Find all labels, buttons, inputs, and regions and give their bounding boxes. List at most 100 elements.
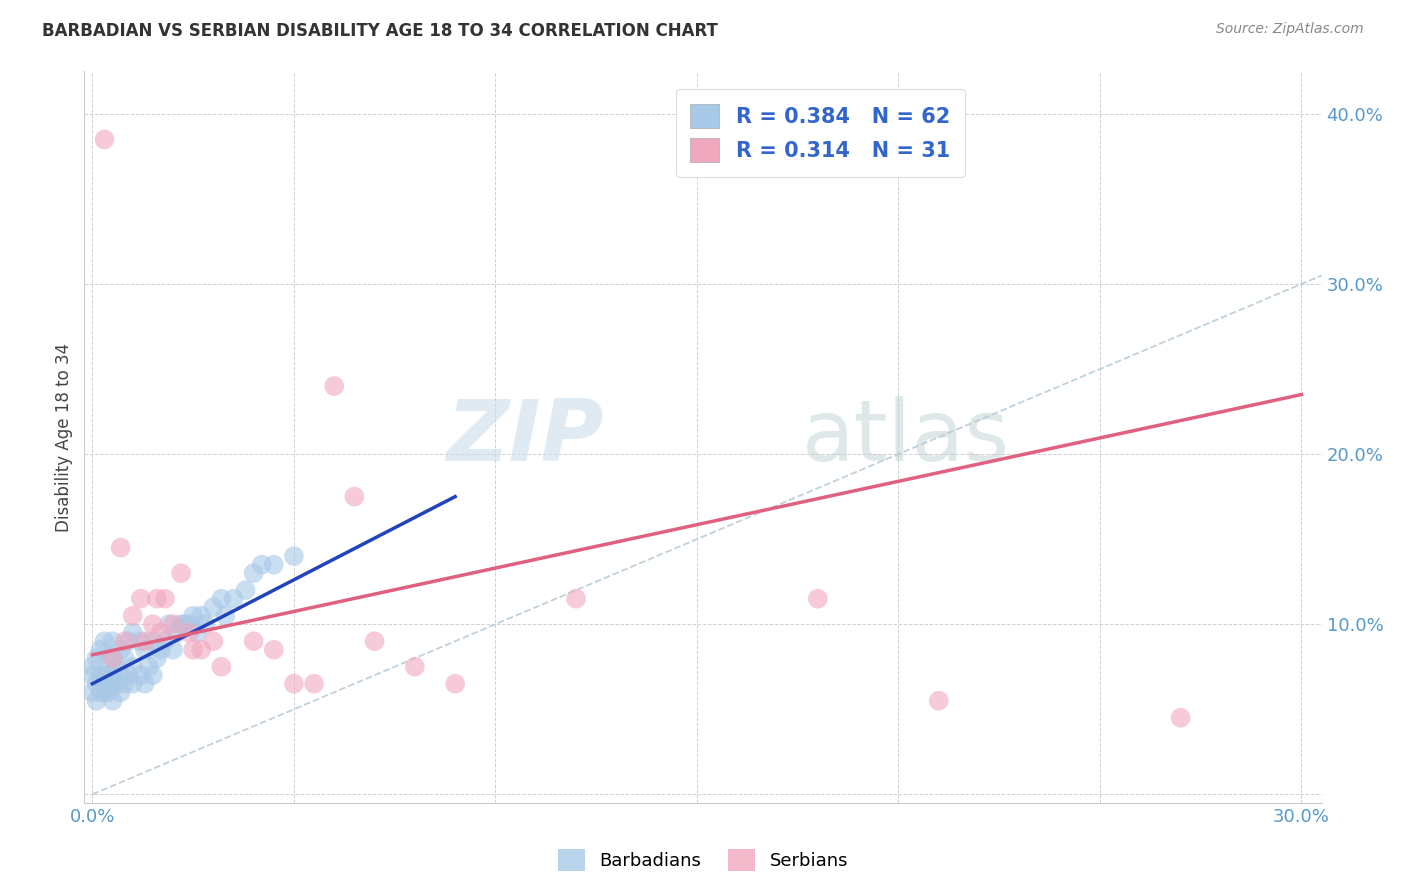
Point (179, 617, 201, 632)
Point (97, 668, 120, 682)
Point (121, 677, 143, 691)
Point (82, 668, 104, 682)
Point (118, 634, 141, 648)
Point (118, 668, 141, 682)
Point (101, 677, 124, 691)
Point (149, 642, 172, 657)
Text: ZIP: ZIP (446, 395, 605, 479)
Point (82, 685, 104, 699)
Point (323, 379, 346, 393)
Point (101, 668, 124, 682)
Point (170, 566, 193, 581)
Point (105, 659, 128, 673)
Y-axis label: Disability Age 18 to 34: Disability Age 18 to 34 (55, 343, 73, 532)
Point (202, 634, 225, 648)
Point (121, 608, 143, 623)
Point (89, 642, 111, 657)
Point (565, 591, 588, 606)
Point (142, 668, 165, 682)
Point (235, 583, 257, 598)
Point (162, 642, 184, 657)
Point (114, 651, 136, 665)
Point (807, 591, 830, 606)
Text: Source: ZipAtlas.com: Source: ZipAtlas.com (1216, 22, 1364, 37)
Point (153, 634, 176, 648)
Point (101, 651, 124, 665)
Point (194, 617, 217, 632)
Point (302, 677, 325, 691)
Point (129, 668, 152, 682)
Point (129, 591, 152, 606)
Point (86, 694, 108, 708)
Text: atlas: atlas (801, 395, 1010, 479)
Point (263, 558, 285, 572)
Point (86, 651, 108, 665)
Point (114, 634, 136, 648)
Point (202, 600, 225, 615)
Point (222, 591, 245, 606)
Point (129, 634, 152, 648)
Point (101, 694, 124, 708)
Point (134, 677, 156, 691)
Point (190, 608, 212, 623)
Point (142, 634, 165, 648)
Point (134, 634, 156, 648)
Point (93, 132, 115, 146)
Point (121, 659, 143, 673)
Point (181, 642, 204, 657)
Point (242, 634, 264, 648)
Point (363, 634, 385, 648)
Point (928, 694, 950, 708)
Point (146, 651, 169, 665)
Point (209, 659, 232, 673)
Point (283, 677, 305, 691)
Point (105, 677, 128, 691)
Point (110, 541, 132, 555)
Point (170, 617, 193, 632)
Point (93, 668, 115, 682)
Point (146, 591, 169, 606)
Point (93, 685, 115, 699)
Point (134, 642, 156, 657)
Point (444, 677, 467, 691)
Point (86, 677, 108, 691)
Point (283, 549, 305, 563)
Point (1170, 711, 1192, 725)
Point (166, 625, 188, 640)
Point (343, 490, 366, 504)
Point (186, 625, 208, 640)
Point (142, 617, 165, 632)
Point (89, 668, 111, 682)
Point (250, 558, 273, 572)
Point (263, 642, 285, 657)
Text: BARBADIAN VS SERBIAN DISABILITY AGE 18 TO 34 CORRELATION CHART: BARBADIAN VS SERBIAN DISABILITY AGE 18 T… (42, 22, 718, 40)
Point (157, 617, 180, 632)
Point (110, 642, 132, 657)
Legend: R = 0.384   N = 62, R = 0.314   N = 31: R = 0.384 N = 62, R = 0.314 N = 31 (675, 89, 965, 177)
Point (121, 625, 143, 640)
Point (181, 608, 204, 623)
Point (179, 625, 201, 640)
Point (138, 659, 160, 673)
Point (162, 617, 184, 632)
Point (242, 566, 264, 581)
Point (97, 651, 120, 665)
Point (404, 659, 426, 673)
Point (82, 659, 104, 673)
Point (110, 685, 132, 699)
Point (101, 634, 124, 648)
Point (114, 677, 136, 691)
Point (110, 668, 132, 682)
Point (214, 608, 236, 623)
Point (149, 625, 172, 640)
Point (209, 591, 232, 606)
Point (190, 642, 212, 657)
Point (97, 685, 120, 699)
Point (89, 685, 111, 699)
Point (93, 677, 115, 691)
Point (174, 617, 197, 632)
Point (101, 651, 124, 665)
Legend: Barbadians, Serbians: Barbadians, Serbians (551, 842, 855, 879)
Point (153, 591, 176, 606)
Point (93, 634, 115, 648)
